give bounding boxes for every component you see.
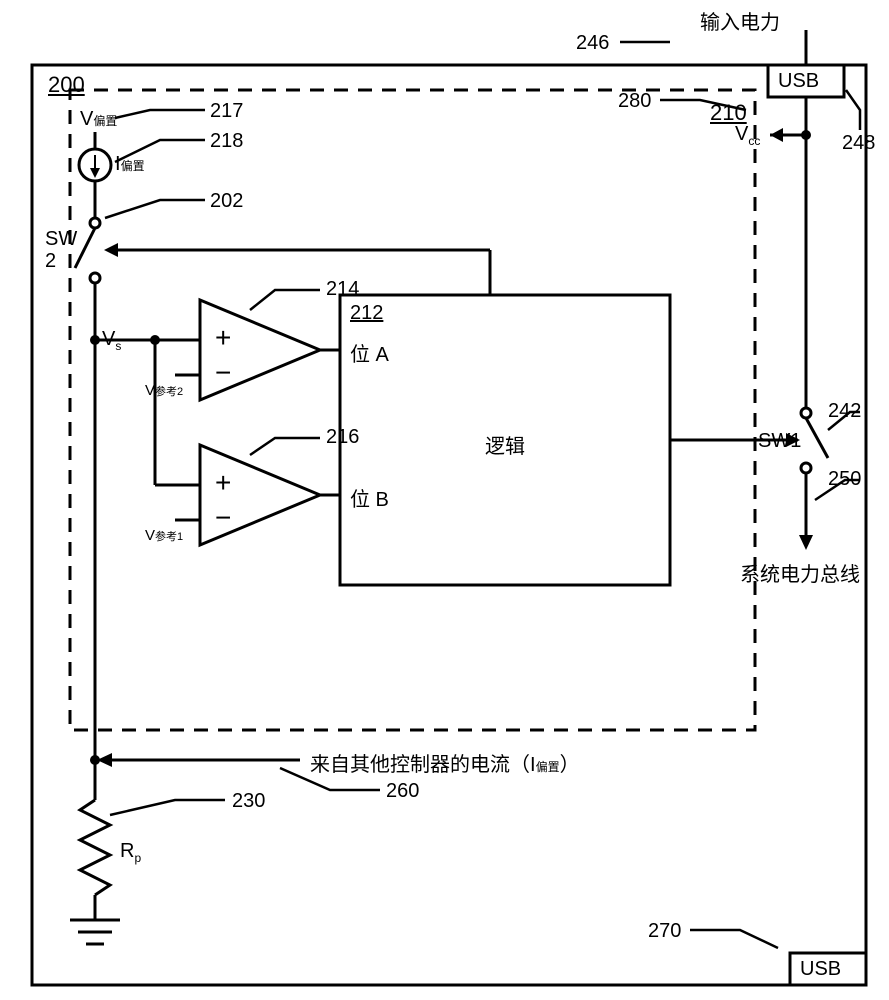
svg-text:+: + bbox=[215, 467, 231, 498]
ref-212: 212 bbox=[350, 302, 383, 325]
ref-217: 217 bbox=[210, 100, 243, 123]
svg-text:−: − bbox=[215, 357, 231, 388]
label-bit-b: 位 B bbox=[350, 483, 389, 512]
label-vref2: V参考2 bbox=[145, 382, 183, 399]
ref-242: 242 bbox=[828, 400, 861, 423]
ref-214: 214 bbox=[326, 278, 359, 301]
label-sys-bus: 系统电力总线 bbox=[740, 558, 860, 587]
svg-text:−: − bbox=[215, 502, 231, 533]
label-usb-top: USB bbox=[778, 70, 819, 93]
ref-280: 280 bbox=[618, 90, 651, 113]
ref-200: 200 bbox=[48, 72, 85, 98]
label-bit-a: 位 A bbox=[350, 338, 389, 367]
label-logic: 逻辑 bbox=[485, 430, 525, 459]
label-ibias-in: 来自其他控制器的电流（I偏置） bbox=[310, 748, 580, 777]
label-ibias: I偏置 bbox=[115, 153, 145, 176]
ref-270: 270 bbox=[648, 920, 681, 943]
ref-250: 250 bbox=[828, 468, 861, 491]
label-vref1: V参考1 bbox=[145, 527, 183, 544]
ref-216: 216 bbox=[326, 426, 359, 449]
label-input-power: 输入电力 bbox=[700, 6, 780, 35]
ref-246: 246 bbox=[576, 32, 609, 55]
label-sw2: SW2 bbox=[45, 228, 77, 272]
ref-230: 230 bbox=[232, 790, 265, 813]
label-sw1: SW1 bbox=[758, 430, 801, 453]
label-vbias: V偏置 bbox=[80, 108, 117, 131]
ref-260: 260 bbox=[386, 780, 419, 803]
ref-248: 248 bbox=[842, 132, 875, 155]
label-vcc: Vcc bbox=[735, 123, 760, 148]
label-vs: Vs bbox=[102, 328, 121, 353]
ref-218: 218 bbox=[210, 130, 243, 153]
svg-text:+: + bbox=[215, 322, 231, 353]
ref-202: 202 bbox=[210, 190, 243, 213]
label-rp: Rp bbox=[120, 840, 141, 865]
label-usb-bottom: USB bbox=[800, 958, 841, 981]
